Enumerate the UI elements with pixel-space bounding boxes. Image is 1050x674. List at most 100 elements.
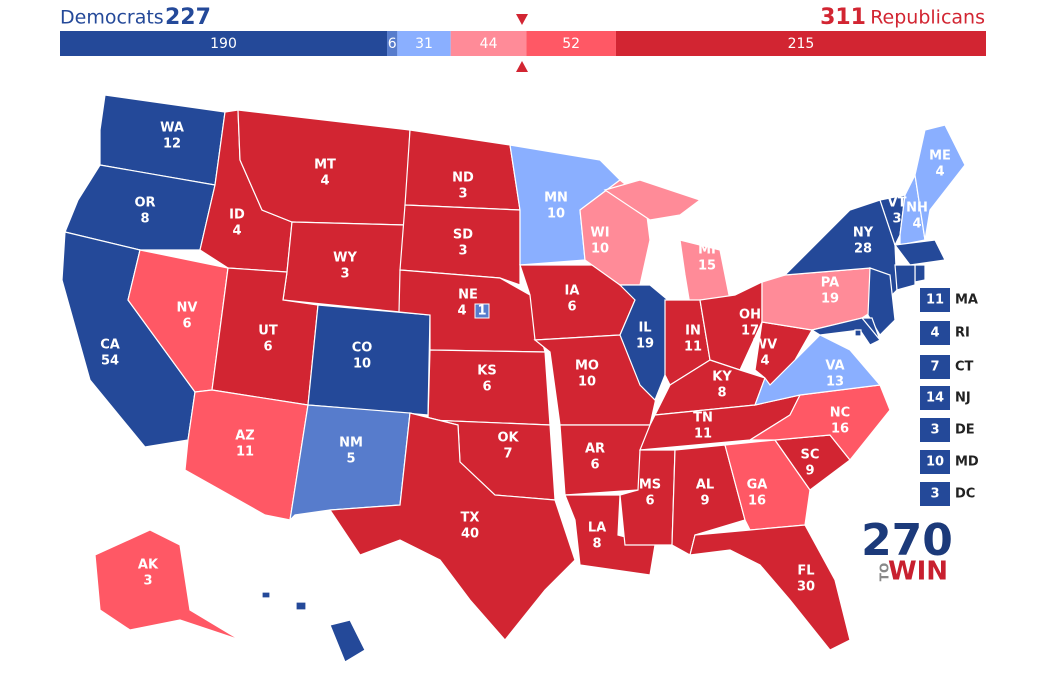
seat-segment <box>526 31 616 56</box>
callout-box <box>920 386 950 410</box>
seat-segment <box>60 31 388 56</box>
state-votes: 30 <box>797 580 815 595</box>
state-abbr: VT <box>888 196 907 211</box>
state-abbr: NM <box>339 436 363 451</box>
callout-abbr: DE <box>955 423 975 438</box>
midpoint-marker <box>516 14 528 25</box>
state-abbr: KY <box>712 370 732 385</box>
callout-votes: 10 <box>926 455 944 470</box>
seat-segment <box>450 31 527 56</box>
seat-segment <box>615 31 986 56</box>
state-abbr: TX <box>461 511 480 526</box>
states <box>61 94 966 663</box>
state-votes: 8 <box>717 386 726 401</box>
state-votes: 19 <box>636 337 654 352</box>
district-box <box>474 303 490 319</box>
state <box>893 239 946 266</box>
callout-votes: 14 <box>926 391 944 406</box>
state <box>399 204 521 286</box>
state <box>328 412 576 641</box>
seat-count: 215 <box>788 36 815 52</box>
state-abbr: FL <box>797 564 814 579</box>
state-votes: 11 <box>684 340 702 355</box>
state-votes: 9 <box>805 464 814 479</box>
state <box>564 494 656 576</box>
state <box>559 424 651 496</box>
state-votes: 4 <box>457 304 466 319</box>
callout-votes: 4 <box>930 326 939 341</box>
midpoint-marker <box>516 61 528 72</box>
state-abbr: IA <box>565 284 580 299</box>
rep-label: Republicans <box>870 7 985 29</box>
state-abbr: WV <box>753 338 777 353</box>
state <box>689 524 851 651</box>
state <box>618 284 669 402</box>
callout-box <box>920 321 950 345</box>
state-votes: 11 <box>694 427 712 442</box>
state-abbr: HI <box>314 633 330 648</box>
callout-votes: 3 <box>930 423 939 438</box>
state <box>810 317 881 346</box>
state-votes: 6 <box>567 300 576 315</box>
callout-box <box>920 450 950 474</box>
state-abbr: OK <box>497 431 519 446</box>
state-votes: 10 <box>591 242 609 257</box>
district-votes: 1 <box>477 304 486 319</box>
state-votes: 3 <box>143 574 152 589</box>
state-abbr: OH <box>739 308 761 323</box>
callout-abbr: DC <box>955 487 975 502</box>
state-abbr: WA <box>160 121 184 136</box>
state-votes: 6 <box>182 317 191 332</box>
state-abbr: AK <box>138 558 159 573</box>
state-votes: 19 <box>821 292 839 307</box>
state-votes: 28 <box>854 242 872 257</box>
state-votes: 6 <box>645 494 654 509</box>
callout-box <box>920 482 950 506</box>
state-abbr: VA <box>825 359 844 374</box>
seat-segment <box>397 31 451 56</box>
state-abbr: AR <box>585 442 605 457</box>
state-abbr: MT <box>314 158 336 173</box>
state-votes: 5 <box>346 452 355 467</box>
callout-box <box>920 355 950 379</box>
state-votes: 54 <box>101 354 119 369</box>
callout-box <box>920 418 950 442</box>
state-votes: 6 <box>482 380 491 395</box>
state-abbr: ID <box>229 208 245 223</box>
state <box>914 264 926 283</box>
logo-number: 270 <box>861 515 953 566</box>
state-votes: 6 <box>263 340 272 355</box>
state-abbr: MI <box>698 243 716 258</box>
state <box>894 264 916 291</box>
state-abbr: WY <box>333 251 357 266</box>
state-votes: 16 <box>831 422 849 437</box>
state-votes: 15 <box>698 259 716 274</box>
state-votes: 12 <box>163 137 181 152</box>
state-abbr: TN <box>693 411 713 426</box>
state-votes: 7 <box>503 447 512 462</box>
state-votes: 3 <box>458 187 467 202</box>
state-votes: 10 <box>547 207 565 222</box>
state-abbr: CO <box>352 341 373 356</box>
state-votes: 16 <box>748 494 766 509</box>
state-votes: 4 <box>232 224 241 239</box>
state <box>914 124 966 241</box>
logo-win: WIN <box>888 557 948 587</box>
state-votes: 11 <box>236 445 254 460</box>
callout-abbr: NJ <box>955 391 971 406</box>
state-votes: 4 <box>320 174 329 189</box>
seat-count: 31 <box>415 36 433 52</box>
state-abbr: CA <box>100 338 120 353</box>
state <box>854 329 862 337</box>
state-abbr: MO <box>575 359 599 374</box>
dem-label: Democrats <box>60 7 164 29</box>
state-abbr: OR <box>134 196 155 211</box>
state-abbr: IL <box>638 321 651 336</box>
callout-votes: 3 <box>930 487 939 502</box>
state-votes: 4 <box>912 217 921 232</box>
state-abbr: SC <box>801 448 820 463</box>
state-abbr: NY <box>853 226 874 241</box>
state-abbr: IN <box>685 324 701 339</box>
state-abbr: GA <box>747 478 768 493</box>
state-abbr: ND <box>452 171 474 186</box>
